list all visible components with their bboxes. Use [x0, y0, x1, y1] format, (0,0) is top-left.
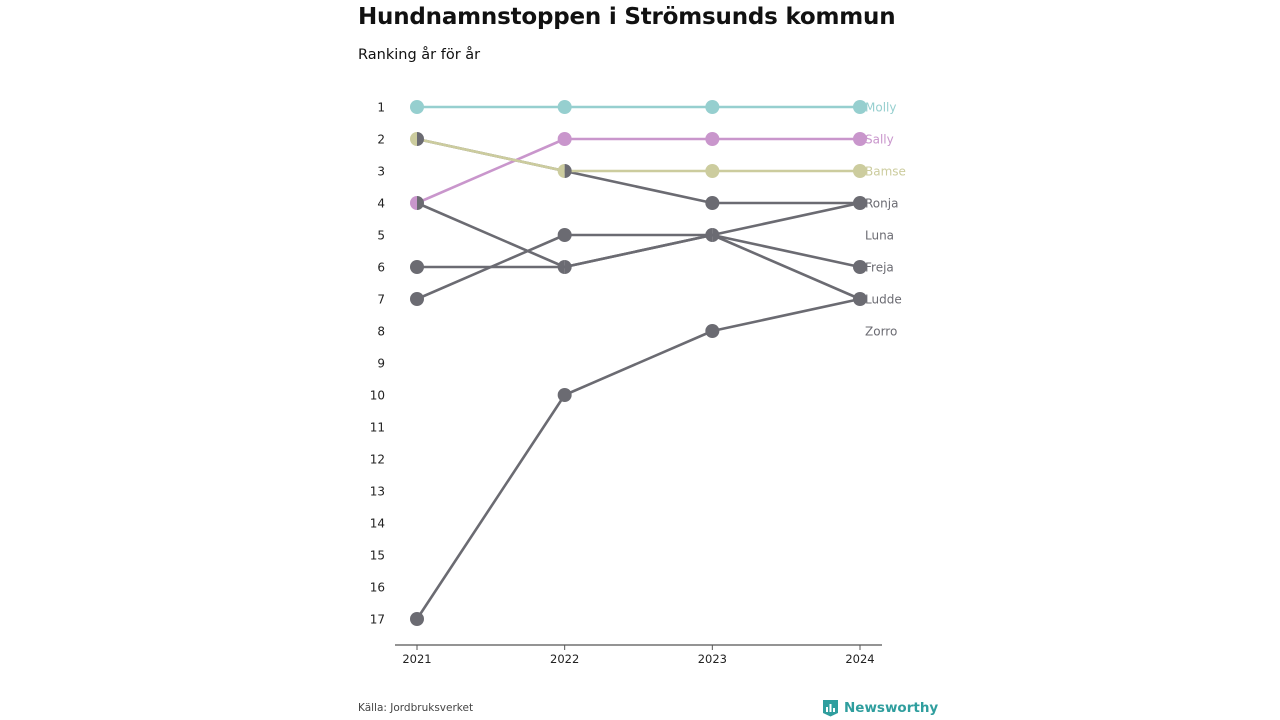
brand-logo[interactable]: Newsworthy [822, 699, 938, 717]
data-point [853, 196, 860, 210]
data-point [564, 260, 572, 274]
data-point [853, 164, 867, 178]
data-point [557, 388, 572, 402]
x-tick-label: 2021 [402, 652, 431, 666]
source-note: Källa: Jordbruksverket [358, 702, 474, 714]
y-tick-label: 8 [377, 325, 385, 339]
data-point [410, 292, 424, 306]
data-point [410, 196, 417, 210]
data-point [557, 164, 565, 178]
y-tick-label: 7 [377, 293, 385, 307]
data-point [853, 132, 867, 146]
data-point [705, 324, 720, 338]
data-point [860, 196, 867, 210]
series-line [415, 297, 862, 621]
data-point [860, 292, 867, 306]
series-line [415, 137, 862, 173]
data-point [557, 132, 572, 146]
data-point [557, 260, 565, 274]
series-line [415, 137, 862, 205]
x-tick-label: 2024 [845, 652, 874, 666]
data-point [410, 260, 424, 274]
y-tick-label: 5 [377, 229, 385, 243]
y-tick-label: 10 [370, 389, 385, 403]
series-end-label: Sally [865, 133, 894, 147]
y-tick-label: 6 [377, 261, 385, 275]
bar-chart-icon [823, 700, 838, 717]
x-tick-label: 2023 [698, 652, 727, 666]
data-point [853, 292, 860, 306]
y-tick-label: 3 [377, 165, 385, 179]
y-tick-label: 4 [377, 197, 385, 211]
chart-title: Hundnamnstoppen i Strömsunds kommun [358, 4, 896, 30]
series-end-label: Zorro [865, 325, 897, 339]
series-end-label: Bamse [865, 165, 906, 179]
y-tick-label: 16 [370, 581, 385, 595]
data-point [557, 228, 572, 242]
data-point [705, 196, 720, 210]
data-point [410, 132, 417, 146]
series-end-label: Ludde [865, 293, 902, 307]
brand-name: Newsworthy [844, 700, 939, 716]
y-tick-label: 17 [370, 613, 385, 627]
series-end-label: Molly [865, 101, 896, 115]
y-tick-label: 1 [377, 101, 385, 115]
data-point [410, 100, 424, 114]
chart-subtitle: Ranking år för år [358, 47, 481, 63]
data-point [705, 100, 720, 114]
data-point [557, 100, 572, 114]
x-tick-label: 2022 [550, 652, 579, 666]
series-end-label: Freja [865, 261, 894, 275]
y-tick-label: 2 [377, 133, 385, 147]
data-point [712, 228, 720, 242]
data-point [853, 100, 867, 114]
data-point [705, 228, 713, 242]
data-point [410, 612, 424, 626]
data-point [853, 260, 867, 274]
data-point [705, 132, 720, 146]
y-tick-label: 11 [370, 421, 385, 435]
series-line [415, 233, 862, 301]
data-point [417, 132, 424, 146]
y-tick-label: 15 [370, 549, 385, 563]
y-tick-label: 9 [377, 357, 385, 371]
data-point [564, 164, 572, 178]
y-tick-label: 12 [370, 453, 385, 467]
series-end-label: Luna [865, 229, 894, 243]
data-point [417, 196, 424, 210]
y-tick-label: 14 [370, 517, 385, 531]
data-point [705, 164, 720, 178]
y-tick-label: 13 [370, 485, 385, 499]
series-end-label: Ronja [865, 197, 898, 211]
